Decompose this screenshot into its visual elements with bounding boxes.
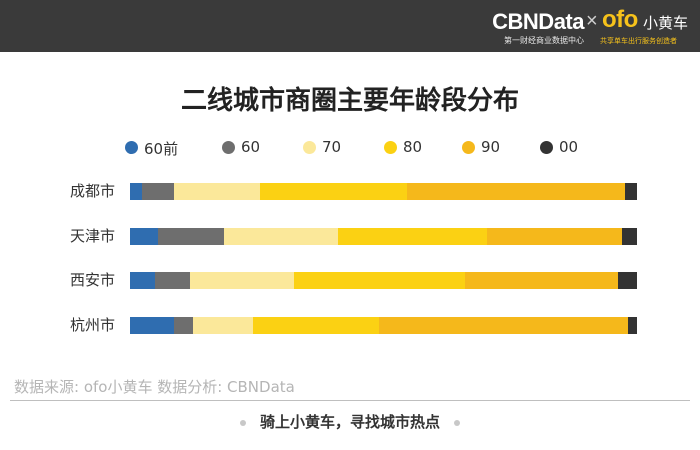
legend-swatch <box>125 141 138 154</box>
chart-legend: 60前 60 70 80 90 00 <box>0 138 700 158</box>
ofo-logo: ofo <box>602 6 638 33</box>
bar-segment <box>130 317 174 334</box>
legend-label: 60 <box>241 138 261 156</box>
bullet-dot-right <box>454 419 460 426</box>
bar-segment <box>224 228 338 245</box>
partner-separator: × <box>586 10 598 32</box>
bar-segment <box>190 272 294 289</box>
bar-segment <box>174 183 260 200</box>
divider <box>10 400 690 401</box>
bar-segment <box>338 228 487 245</box>
bullet-dot-left <box>239 419 246 426</box>
legend-swatch <box>384 141 397 154</box>
legend-label: 70 <box>322 138 342 156</box>
legend-label: 80 <box>403 138 423 156</box>
category-label: 杭州市 <box>69 316 115 334</box>
legend-swatch <box>222 141 235 154</box>
bar-segment <box>130 183 142 200</box>
stacked-bar <box>130 183 637 200</box>
stacked-bar <box>130 228 637 245</box>
bar-segment <box>487 228 622 245</box>
data-source: 数据来源: ofo小黄车 数据分析: CBNData <box>14 378 295 396</box>
footer-slogan: 骑上小黄车，寻找城市热点 <box>0 411 700 432</box>
footer-text: 骑上小黄车，寻找城市热点 <box>259 413 440 431</box>
category-label: 成都市 <box>69 182 115 200</box>
legend-swatch <box>540 141 553 154</box>
bar-segment <box>379 317 628 334</box>
stacked-bar <box>130 317 637 334</box>
bar-segment <box>622 228 637 245</box>
bar-segment <box>130 272 155 289</box>
bar-segment <box>465 272 618 289</box>
bar-segment <box>618 272 637 289</box>
bar-segment <box>407 183 625 200</box>
bar-segment <box>130 228 158 245</box>
header-bar: CBNData 第一财经商业数据中心 × ofo 小黄车 共享单车出行服务创造者 <box>0 0 700 52</box>
ofo-tagline: 共享单车出行服务创造者 <box>600 37 677 45</box>
chart-title: 二线城市商圈主要年龄段分布 <box>180 86 519 116</box>
bar-segment <box>142 183 174 200</box>
legend-label: 90 <box>481 138 501 156</box>
cbndata-logo: CBNData <box>492 9 584 34</box>
bar-segment <box>260 183 407 200</box>
stacked-bar <box>130 272 637 289</box>
ofo-name: 小黄车 <box>643 14 689 32</box>
bar-segment <box>253 317 379 334</box>
bar-segment <box>625 183 637 200</box>
cbndata-tagline: 第一财经商业数据中心 <box>504 36 584 45</box>
legend-label: 60前 <box>144 140 179 158</box>
bar-segment <box>174 317 193 334</box>
legend-swatch <box>303 141 316 154</box>
bar-segment <box>158 228 224 245</box>
legend-swatch <box>462 141 475 154</box>
bar-segment <box>294 272 465 289</box>
bar-segment <box>628 317 637 334</box>
bar-segment <box>155 272 190 289</box>
category-label: 天津市 <box>69 227 115 245</box>
category-label: 西安市 <box>69 271 115 289</box>
bar-segment <box>193 317 253 334</box>
legend-label: 00 <box>559 138 579 156</box>
